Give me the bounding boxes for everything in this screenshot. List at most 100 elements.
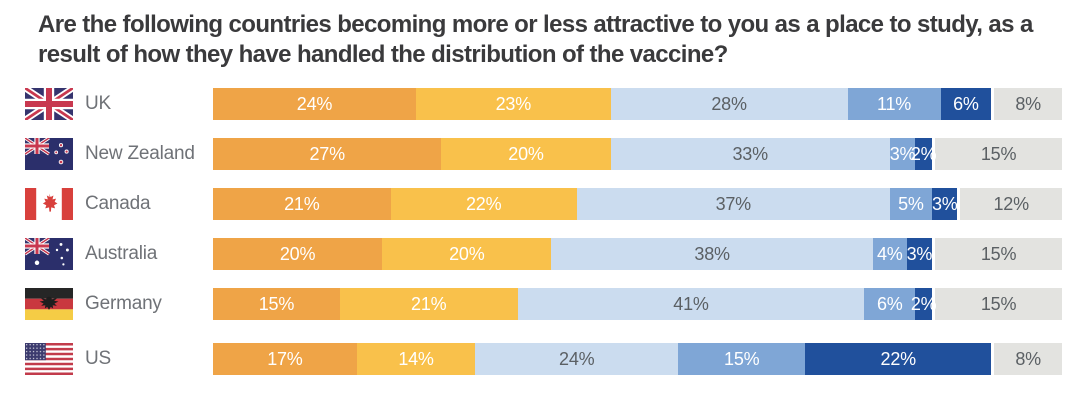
bar-segment: 20% <box>213 238 383 270</box>
chart-row-uk: UK 24% 23% 28% 11% 6% 8% <box>25 88 1063 120</box>
bar-segment: 15% <box>678 343 806 375</box>
australia-flag-icon <box>25 238 73 270</box>
bar-segment-label: 3% <box>906 243 933 264</box>
bar-segment: 8% <box>994 343 1063 375</box>
country-label: UK <box>85 93 111 114</box>
survey-chart-page: Are the following countries becoming mor… <box>25 11 1063 375</box>
bar-segment-label: 21% <box>411 293 447 314</box>
stacked-bar: 24% 23% 28% 11% 6% 8% <box>213 88 1063 120</box>
bar-segment-label: 23% <box>495 93 532 114</box>
bar-segment: 5% <box>889 188 933 220</box>
us-flag-icon <box>25 343 73 375</box>
stacked-bar-chart: UK 24% 23% 28% 11% 6% 8% <box>25 88 1063 375</box>
country-label: New Zealand <box>85 143 195 164</box>
country-label: Australia <box>85 243 158 264</box>
bar-segment-label: 15% <box>980 243 1017 264</box>
bar-segment: 14% <box>356 343 476 375</box>
bar-segment-label: 37% <box>715 193 752 214</box>
bar-segment-label: 12% <box>993 193 1030 214</box>
bar-segment: 3% <box>889 138 916 170</box>
bar-segment-label: 4% <box>877 243 903 264</box>
bar-segment: 21% <box>213 188 391 220</box>
bar-segment: 3% <box>931 188 958 220</box>
chart-title: Are the following countries becoming mor… <box>38 11 1033 68</box>
row-label-cell: Australia <box>25 238 213 270</box>
canada-flag-icon <box>25 188 73 220</box>
stacked-bar: 15% 21% 41% 6% 2% 15% <box>213 288 1063 320</box>
bar-segment-label: 21% <box>284 193 320 214</box>
bar-segment-label: 11% <box>876 93 912 114</box>
bar-segment: 23% <box>416 88 611 120</box>
chart-row-germany: Germany 15% 21% 41% 6% 2% 15% <box>25 288 1063 320</box>
bar-segment-label: 33% <box>732 143 769 164</box>
stacked-bar: 17% 14% 24% 15% 22% 8% <box>213 343 1063 375</box>
bar-segment: 33% <box>610 138 890 170</box>
bar-segment: 38% <box>551 238 873 270</box>
bar-segment-label: 14% <box>398 348 434 369</box>
bar-segment-label: 24% <box>296 93 333 114</box>
chart-row-australia: Australia 20% 20% 38% 4% 3% 15% <box>25 238 1063 270</box>
country-label: US <box>85 348 111 369</box>
bar-segment-label: 20% <box>508 143 544 164</box>
bar-segment: 17% <box>213 343 357 375</box>
bar-segment-label: 15% <box>980 293 1017 314</box>
bar-segment: 15% <box>935 238 1063 270</box>
stacked-bar: 20% 20% 38% 4% 3% 15% <box>213 238 1063 270</box>
bar-segment: 11% <box>847 88 941 120</box>
bar-segment-label: 6% <box>953 93 979 114</box>
bar-segment: 22% <box>390 188 577 220</box>
bar-segment-label: 3% <box>931 193 958 214</box>
germany-flag-icon <box>25 288 73 320</box>
bar-segment-label: 15% <box>980 143 1017 164</box>
country-label: Germany <box>85 293 162 314</box>
chart-row-canada: Canada 21% 22% 37% 5% 3% 12% <box>25 188 1062 220</box>
bar-segment-label: 2% <box>910 143 937 164</box>
bar-segment-label: 22% <box>880 348 917 369</box>
row-label-cell: New Zealand <box>25 138 213 170</box>
country-label: Canada <box>85 193 151 214</box>
bar-segment-label: 5% <box>898 193 924 214</box>
bar-segment: 21% <box>339 288 518 320</box>
bar-segment: 2% <box>911 288 937 320</box>
bar-segment: 8% <box>994 88 1063 120</box>
bar-segment: 15% <box>213 288 340 320</box>
bar-segment: 27% <box>213 138 442 170</box>
bar-segment-label: 24% <box>559 348 595 369</box>
bar-segment-label: 20% <box>279 243 316 264</box>
chart-row-us: US 17% 14% 24% 15% 22% 8% <box>25 343 1063 375</box>
bar-segment: 12% <box>960 188 1062 220</box>
row-label-cell: US <box>25 343 213 375</box>
row-label-cell: Canada <box>25 188 213 220</box>
bar-segment-label: 15% <box>724 348 760 369</box>
bar-segment: 6% <box>864 288 916 320</box>
bar-segment-label: 41% <box>673 293 709 314</box>
new-zealand-flag-icon <box>25 138 73 170</box>
bar-segment-label: 38% <box>694 243 730 264</box>
bar-segment-label: 20% <box>449 243 485 264</box>
uk-flag-icon <box>25 88 73 120</box>
bar-segment-label: 22% <box>466 193 502 214</box>
bar-segment: 24% <box>475 343 679 375</box>
bar-segment: 20% <box>382 238 552 270</box>
bar-segment-label: 2% <box>910 293 937 314</box>
bar-segment: 37% <box>576 188 890 220</box>
bar-segment-label: 6% <box>876 293 903 314</box>
chart-row-new-zealand: New Zealand 27% 20% 33% 3% 2% 15% <box>25 138 1063 170</box>
bar-segment: 28% <box>610 88 848 120</box>
bar-segment-label: 8% <box>1015 93 1041 114</box>
stacked-bar: 21% 22% 37% 5% 3% 12% <box>213 188 1062 220</box>
bar-segment: 4% <box>872 238 907 270</box>
stacked-bar: 27% 20% 33% 3% 2% 15% <box>213 138 1063 170</box>
bar-segment: 20% <box>441 138 611 170</box>
bar-segment: 3% <box>907 238 932 270</box>
bar-segment-label: 3% <box>889 143 916 164</box>
bar-segment-label: 15% <box>258 293 295 314</box>
bar-segment: 15% <box>935 288 1063 320</box>
bar-segment: 41% <box>517 288 865 320</box>
bar-segment-label: 8% <box>1015 348 1041 369</box>
bar-segment: 6% <box>940 88 992 120</box>
bar-segment: 15% <box>935 138 1063 170</box>
bar-segment-label: 17% <box>267 348 303 369</box>
bar-segment-label: 28% <box>711 93 747 114</box>
bar-segment: 2% <box>911 138 937 170</box>
